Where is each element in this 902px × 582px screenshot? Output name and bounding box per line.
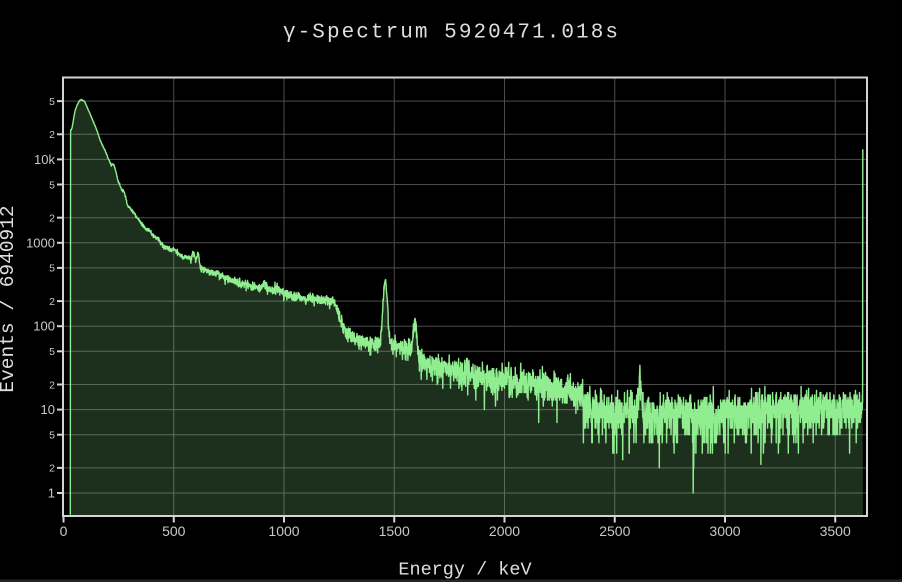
svg-text:γ-Spectrum 5920471.018s: γ-Spectrum 5920471.018s (283, 22, 620, 45)
svg-text:10k: 10k (34, 152, 55, 167)
svg-text:5: 5 (49, 96, 55, 108)
svg-text:2: 2 (49, 463, 55, 475)
svg-text:500: 500 (162, 523, 186, 539)
svg-text:5: 5 (49, 179, 55, 191)
svg-text:2: 2 (49, 379, 55, 391)
svg-text:10: 10 (41, 402, 55, 417)
svg-text:2: 2 (49, 296, 55, 308)
svg-text:2000: 2000 (489, 523, 520, 539)
svg-text:2500: 2500 (599, 523, 630, 539)
svg-text:Events / 6940912: Events / 6940912 (0, 205, 19, 392)
svg-text:0: 0 (60, 523, 68, 539)
svg-text:5: 5 (49, 263, 55, 275)
svg-text:1000: 1000 (26, 235, 55, 250)
svg-text:3500: 3500 (820, 523, 851, 539)
svg-text:100: 100 (33, 319, 55, 334)
svg-text:1000: 1000 (268, 523, 299, 539)
svg-text:1: 1 (48, 486, 55, 501)
svg-text:3000: 3000 (709, 523, 740, 539)
svg-text:Energy / keV: Energy / keV (398, 560, 531, 581)
svg-text:5: 5 (49, 346, 55, 358)
svg-text:5: 5 (49, 430, 55, 442)
svg-text:2: 2 (49, 213, 55, 225)
svg-text:1500: 1500 (379, 523, 410, 539)
svg-text:2: 2 (49, 129, 55, 141)
